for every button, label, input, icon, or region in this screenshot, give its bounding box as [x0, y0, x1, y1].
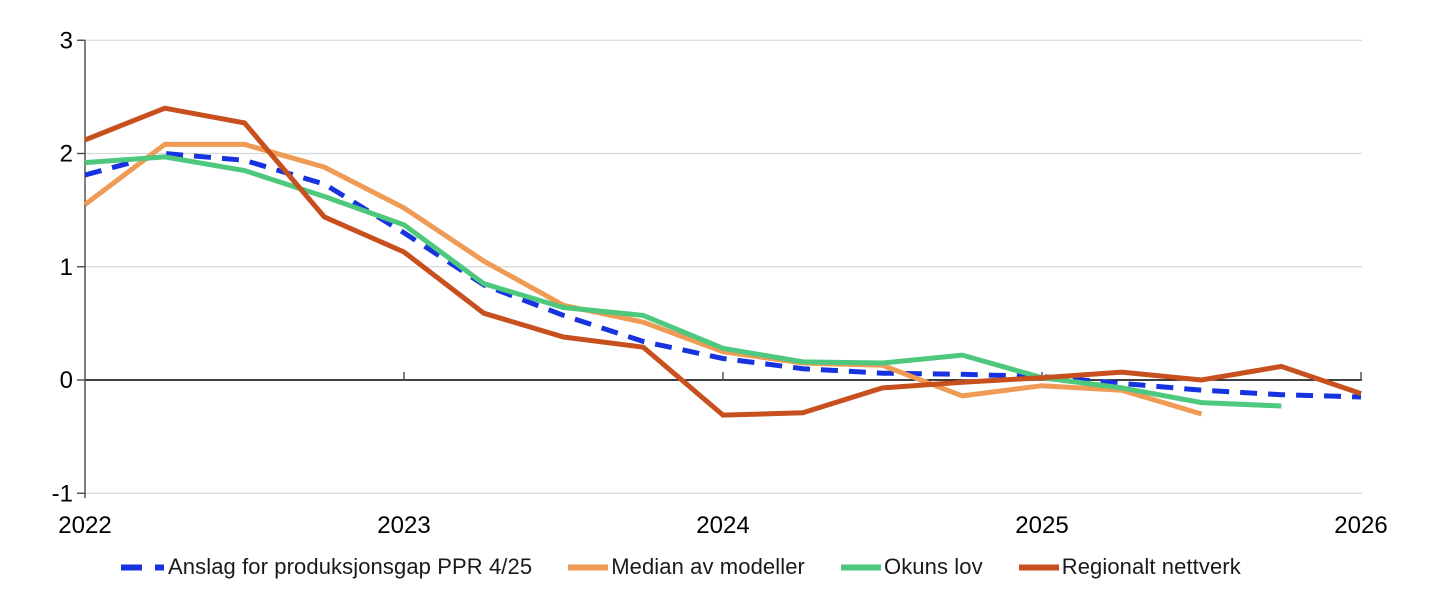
- y-axis-label-3: 3: [60, 27, 73, 54]
- legend-swatch-segment: [1018, 564, 1059, 570]
- y-axis-label-1: 1: [60, 254, 73, 281]
- x-axis-label-2026: 2026: [1334, 512, 1387, 539]
- legend-swatch-green: [840, 564, 881, 570]
- legend-item-anslag-for-produksjonsgap: Anslag for produksjonsgap PPR 4/25: [121, 554, 532, 580]
- x-axis-label-2022: 2022: [58, 512, 111, 539]
- legend-swatch-dashed-blue: [121, 564, 164, 570]
- x-axis-label-2023: 2023: [377, 512, 430, 539]
- legend-swatch-orange: [568, 564, 609, 570]
- y-axis-label--1: -1: [52, 480, 73, 507]
- series-line-okuns-lov: [84, 154, 1282, 409]
- legend-swatch-segment: [840, 564, 881, 570]
- legend-label: Anslag for produksjonsgap PPR 4/25: [168, 554, 533, 579]
- legend-swatch-segment: [568, 564, 609, 570]
- legend-item-regionalt-nettverk: Regionalt nettverk: [1018, 554, 1241, 580]
- legend-swatch-segment: [121, 564, 142, 570]
- x-axis-label-2024: 2024: [696, 512, 749, 539]
- legend-label: Median av modeller: [611, 554, 805, 579]
- legend-label: Okuns lov: [883, 554, 983, 579]
- legend-swatch-dark-orange: [1018, 564, 1059, 570]
- y-axis-label-0: 0: [60, 367, 73, 394]
- chart-legend: Anslag for produksjonsgap PPR 4/25 Media…: [121, 554, 1241, 580]
- legend-item-okuns-lov: Okuns lov: [840, 554, 983, 580]
- y-axis-label-2: 2: [60, 141, 73, 168]
- series-line-regionalt-nettverk: [84, 105, 1362, 418]
- legend-item-median-av-modeller: Median av modeller: [568, 554, 805, 580]
- legend-label: Regionalt nettverk: [1061, 554, 1241, 579]
- legend-swatch-segment: [155, 564, 164, 570]
- series-line-anslag-for-produksjonsgap-ppr-4-25: [84, 150, 1362, 400]
- x-axis-label-2025: 2025: [1015, 512, 1068, 539]
